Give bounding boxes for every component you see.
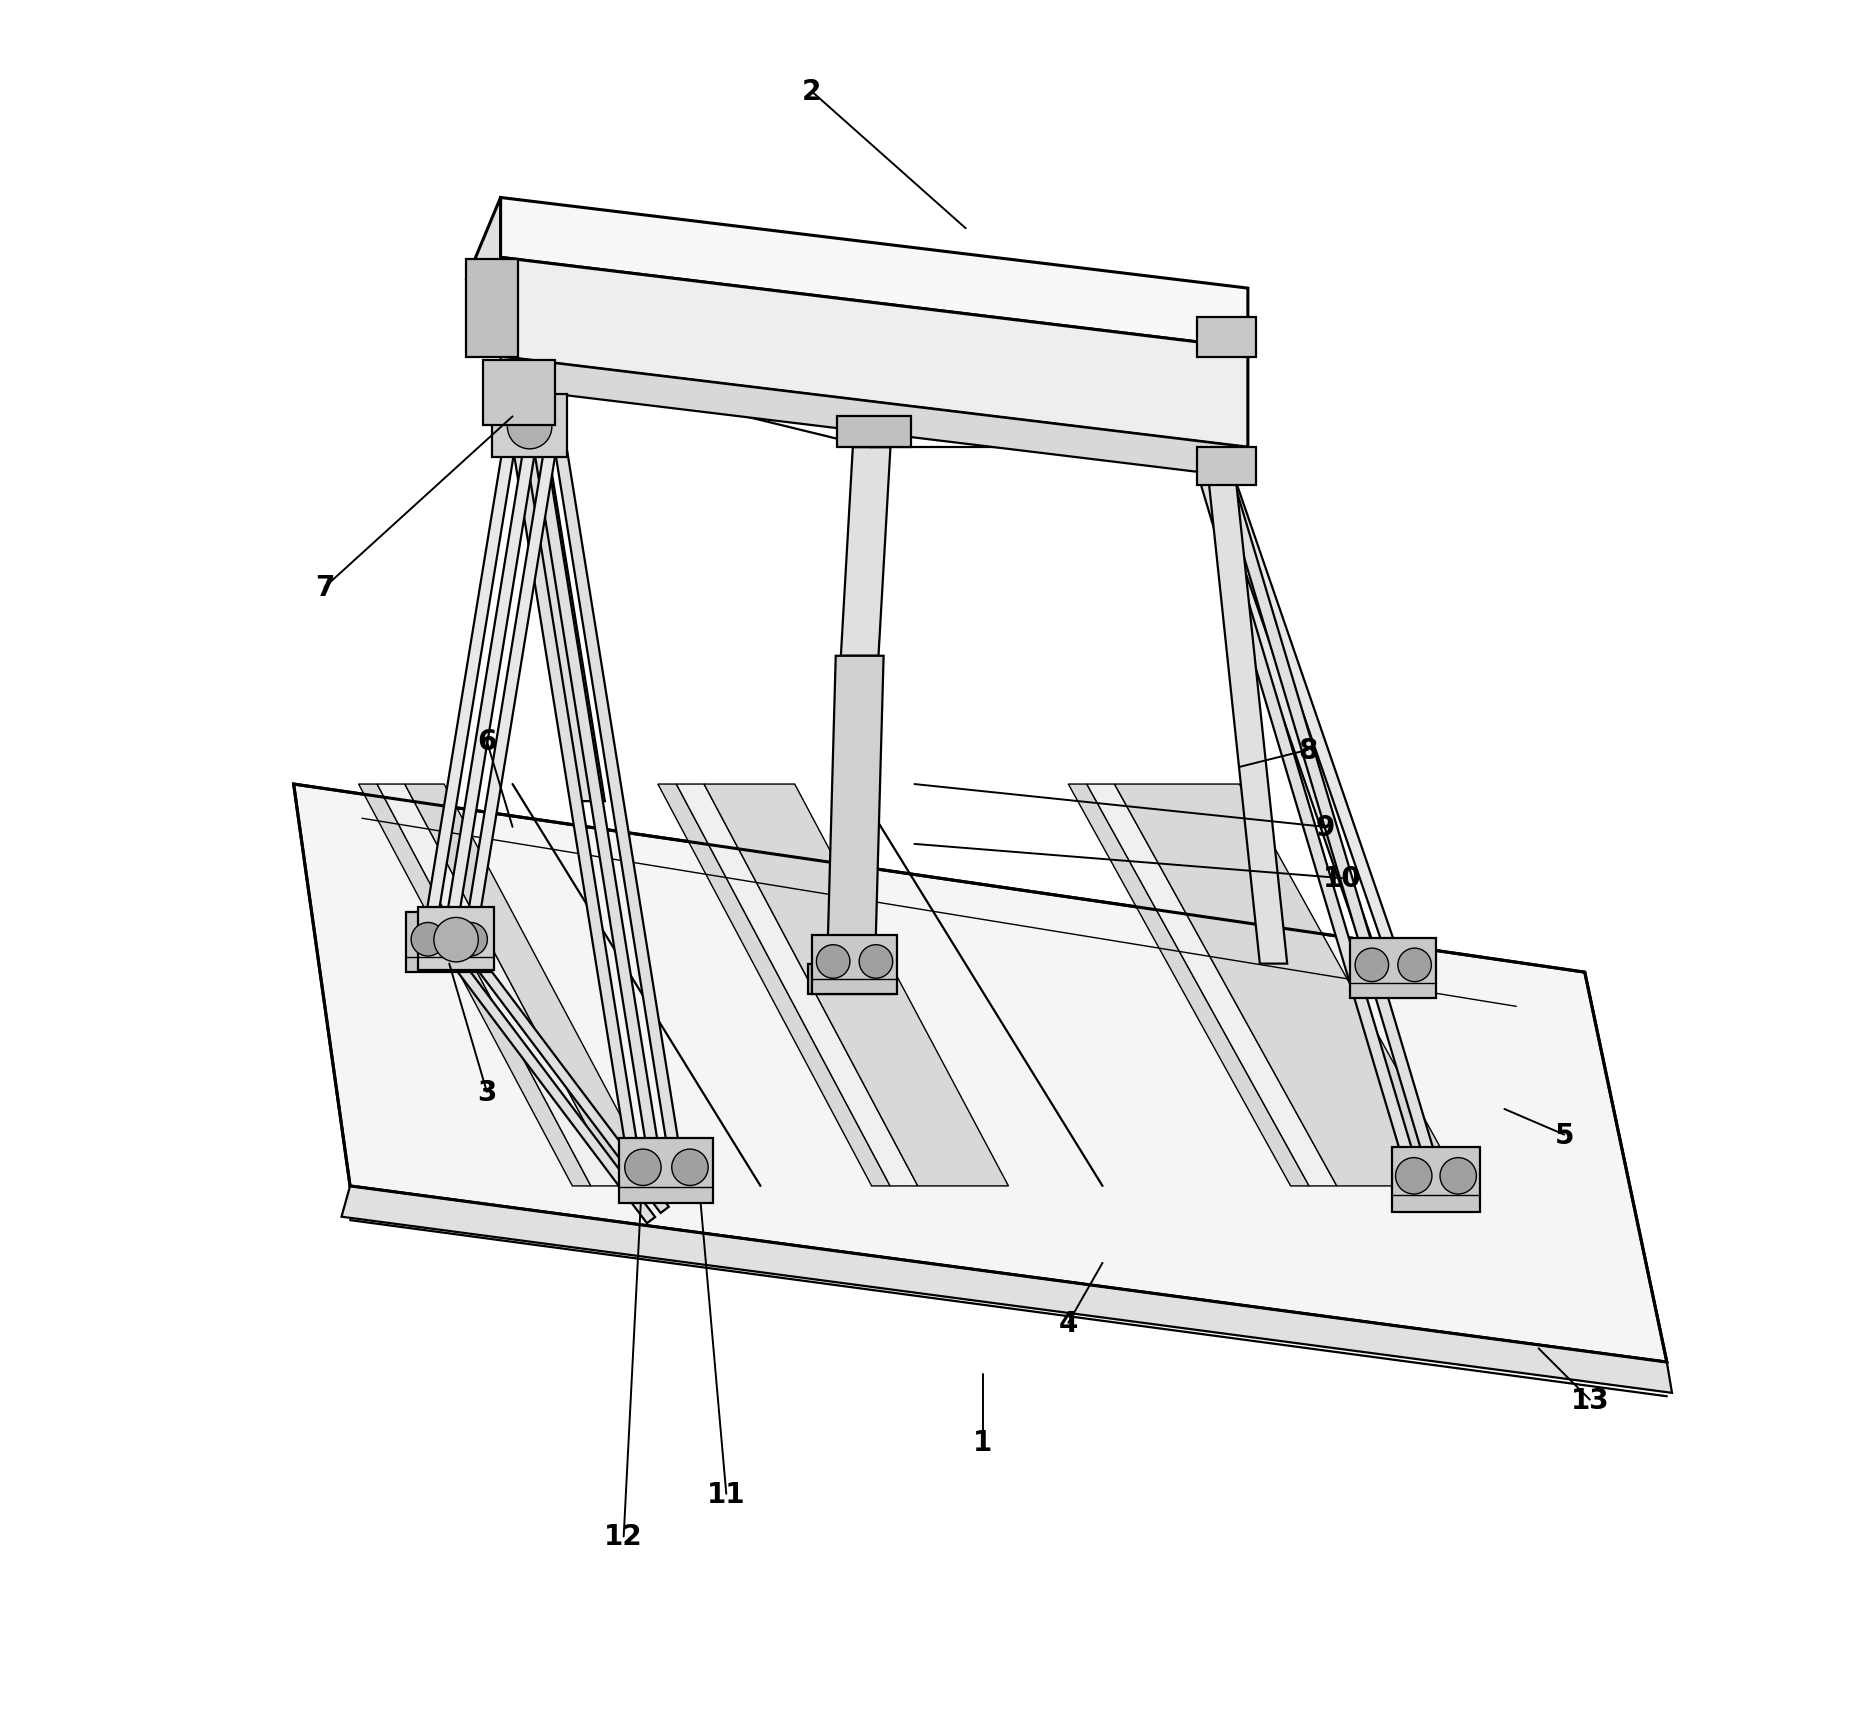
Polygon shape — [676, 784, 918, 1185]
Polygon shape — [529, 417, 663, 1182]
Polygon shape — [840, 448, 891, 656]
Polygon shape — [406, 913, 492, 972]
Polygon shape — [358, 784, 591, 1185]
Polygon shape — [443, 417, 540, 939]
Polygon shape — [704, 784, 1008, 1185]
Polygon shape — [376, 784, 619, 1185]
Circle shape — [455, 924, 488, 956]
Polygon shape — [550, 414, 684, 1179]
Polygon shape — [658, 784, 891, 1185]
Polygon shape — [466, 198, 501, 357]
Text: 1: 1 — [972, 1428, 993, 1456]
Text: 13: 13 — [1571, 1385, 1610, 1415]
Polygon shape — [1392, 1148, 1481, 1211]
Text: 7: 7 — [315, 574, 333, 601]
Text: 8: 8 — [1299, 736, 1317, 765]
Text: 2: 2 — [803, 79, 822, 107]
Polygon shape — [423, 414, 520, 936]
Circle shape — [673, 1149, 708, 1185]
Polygon shape — [404, 784, 658, 1185]
Polygon shape — [1190, 445, 1380, 970]
Text: 4: 4 — [1058, 1309, 1079, 1337]
Circle shape — [507, 405, 551, 450]
Text: 12: 12 — [604, 1523, 643, 1551]
Polygon shape — [619, 1139, 714, 1203]
Polygon shape — [492, 395, 566, 458]
Circle shape — [1395, 1158, 1433, 1194]
Polygon shape — [438, 941, 656, 1223]
Polygon shape — [809, 965, 894, 994]
Polygon shape — [1190, 445, 1423, 1191]
Polygon shape — [501, 258, 1248, 448]
Polygon shape — [501, 357, 1248, 479]
Circle shape — [1440, 1158, 1475, 1194]
Polygon shape — [484, 360, 555, 426]
Polygon shape — [812, 936, 898, 994]
Circle shape — [624, 1149, 661, 1185]
Polygon shape — [827, 656, 883, 965]
Circle shape — [1354, 949, 1388, 982]
Polygon shape — [1067, 784, 1310, 1185]
Polygon shape — [294, 784, 1667, 1363]
Text: 6: 6 — [477, 727, 497, 756]
Circle shape — [859, 946, 892, 979]
Polygon shape — [501, 198, 1248, 348]
Polygon shape — [1351, 939, 1436, 998]
Polygon shape — [1209, 438, 1444, 1185]
Polygon shape — [1114, 784, 1462, 1185]
Circle shape — [412, 924, 445, 956]
Polygon shape — [1196, 319, 1256, 357]
Circle shape — [1397, 949, 1431, 982]
Circle shape — [434, 918, 479, 963]
Text: 11: 11 — [708, 1480, 745, 1508]
Polygon shape — [1196, 448, 1256, 486]
Text: 3: 3 — [477, 1079, 497, 1106]
Polygon shape — [453, 930, 669, 1213]
Text: 10: 10 — [1323, 865, 1362, 893]
Polygon shape — [503, 357, 605, 801]
Text: 9: 9 — [1315, 813, 1334, 841]
Polygon shape — [466, 260, 518, 357]
Polygon shape — [509, 419, 643, 1185]
Polygon shape — [1086, 784, 1338, 1185]
Polygon shape — [838, 417, 911, 448]
Text: 5: 5 — [1554, 1122, 1574, 1149]
Polygon shape — [419, 908, 494, 970]
Polygon shape — [1205, 448, 1287, 965]
Polygon shape — [341, 1185, 1671, 1392]
Circle shape — [816, 946, 850, 979]
Polygon shape — [1209, 438, 1399, 963]
Polygon shape — [464, 419, 561, 942]
